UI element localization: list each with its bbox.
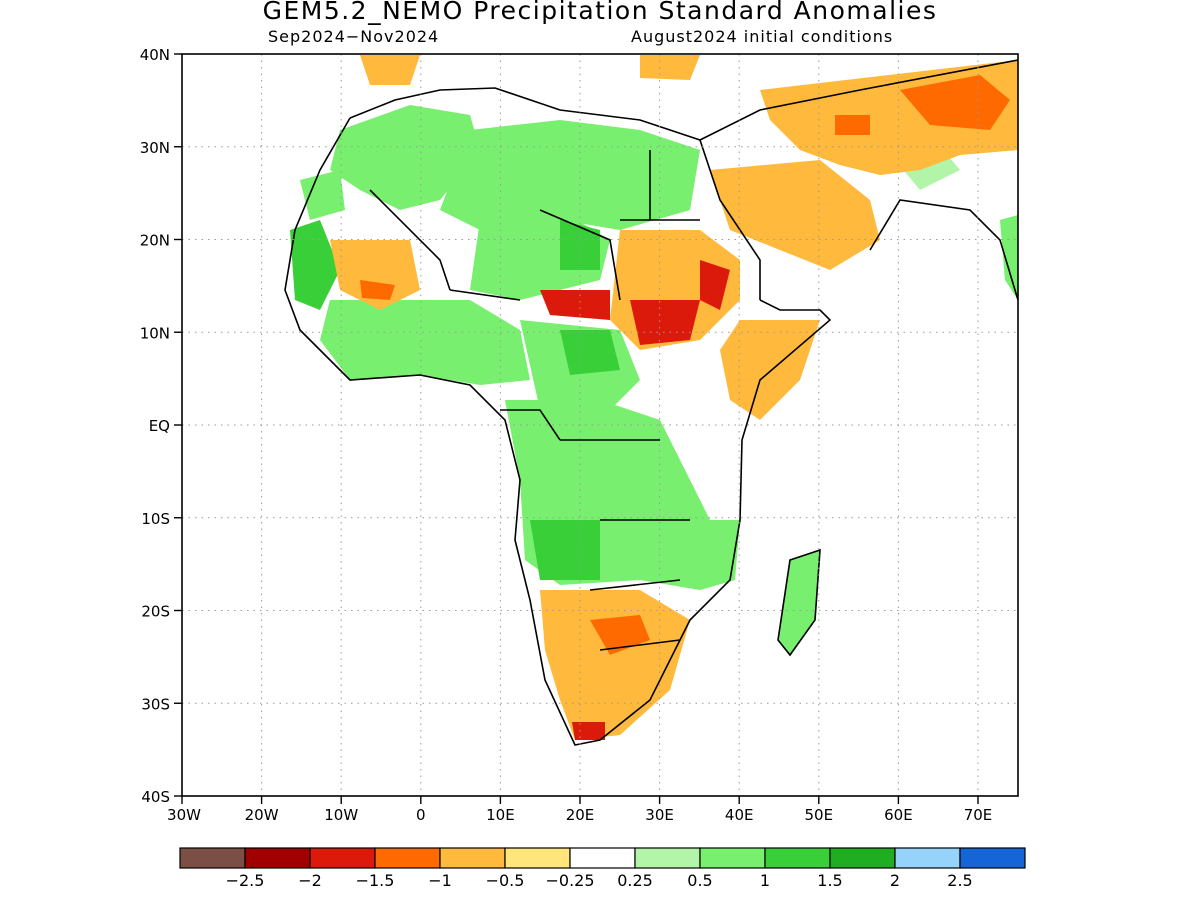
lon-label: 50E bbox=[805, 806, 834, 824]
negative-anomalies bbox=[330, 55, 1018, 740]
lat-label: 30N bbox=[140, 139, 170, 157]
colorbar-swatch bbox=[244, 847, 311, 869]
colorbar-label: −1 bbox=[428, 871, 452, 890]
colorbar-label: 0.25 bbox=[617, 871, 653, 890]
lat-label: 40S bbox=[141, 788, 170, 806]
colorbar-label: −0.25 bbox=[545, 871, 594, 890]
latitude-axis: 40N 30N 20N 10N EQ 10S 20S 30S 40S bbox=[140, 46, 182, 806]
colorbar-swatch bbox=[634, 847, 701, 869]
map-title: GEM5.2_NEMO Precipitation Standard Anoma… bbox=[262, 0, 938, 25]
lat-label: 10S bbox=[141, 510, 170, 528]
colorbar-label: 2.5 bbox=[947, 871, 972, 890]
lat-label: 10N bbox=[140, 324, 170, 342]
lon-label: 30E bbox=[645, 806, 674, 824]
lon-label: 20E bbox=[566, 806, 595, 824]
colorbar-swatch bbox=[829, 847, 896, 869]
lat-label: 40N bbox=[140, 46, 170, 64]
colorbar-label: −2 bbox=[298, 871, 322, 890]
longitude-axis: 30W 20W 10W 0 10E 20E 30E 40E 50E 60E 70… bbox=[167, 796, 992, 824]
colorbar-swatch bbox=[374, 847, 441, 869]
lon-label: 0 bbox=[416, 806, 426, 824]
colorbar-label: 1.5 bbox=[817, 871, 842, 890]
colorbar-label: 2 bbox=[890, 871, 900, 890]
lat-label: 20N bbox=[140, 232, 170, 250]
initial-conditions: August2024 initial conditions bbox=[631, 27, 894, 46]
colorbar: −2.5 −2 −1.5 −1 −0.5 −0.25 0.25 0.5 1 1.5 2 2.5 bbox=[179, 847, 1026, 890]
forecast-period: Sep2024−Nov2024 bbox=[268, 27, 440, 46]
colorbar-swatch bbox=[894, 847, 961, 869]
positive-anomalies bbox=[290, 105, 1018, 655]
colorbar-label: −1.5 bbox=[356, 871, 395, 890]
colorbar-swatch bbox=[309, 847, 376, 869]
lat-label: 20S bbox=[141, 603, 170, 621]
colorbar-label: 1 bbox=[760, 871, 770, 890]
lon-label: 10W bbox=[324, 806, 358, 824]
gridlines bbox=[182, 54, 1018, 796]
colorbar-swatch bbox=[764, 847, 831, 869]
colorbar-swatch bbox=[699, 847, 766, 869]
colorbar-label: −0.5 bbox=[486, 871, 525, 890]
lon-label: 10E bbox=[486, 806, 515, 824]
lon-label: 70E bbox=[964, 806, 993, 824]
lon-label: 20W bbox=[245, 806, 279, 824]
colorbar-swatch bbox=[439, 847, 506, 869]
anomaly-field bbox=[284, 55, 1018, 746]
lat-label: 30S bbox=[141, 695, 170, 713]
lon-label: 30W bbox=[167, 806, 201, 824]
coastlines-borders bbox=[284, 59, 1018, 746]
colorbar-swatch bbox=[179, 847, 246, 869]
colorbar-swatch bbox=[504, 847, 571, 869]
lon-label: 60E bbox=[884, 806, 913, 824]
colorbar-label: 0.5 bbox=[687, 871, 712, 890]
colorbar-label: −2.5 bbox=[226, 871, 265, 890]
lon-label: 40E bbox=[725, 806, 754, 824]
colorbar-swatch bbox=[959, 847, 1026, 869]
colorbar-swatch bbox=[569, 847, 636, 869]
lat-label: EQ bbox=[149, 417, 170, 435]
